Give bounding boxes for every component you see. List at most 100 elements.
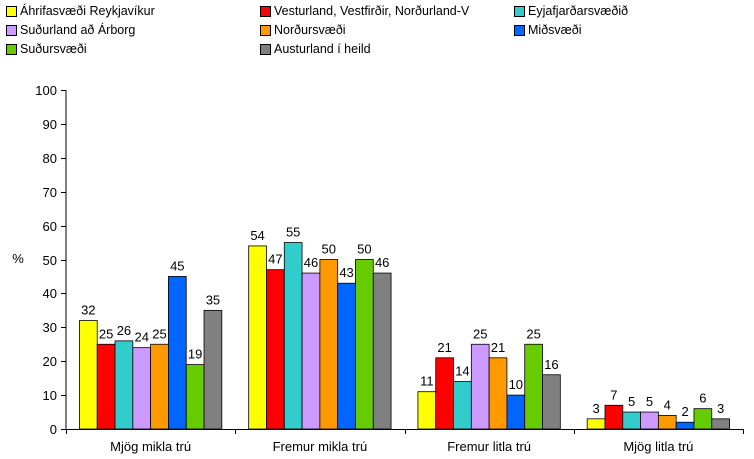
y-tick-label: 70 [43,185,57,200]
data-label: 10 [509,377,523,392]
data-label: 25 [99,326,113,341]
y-tick-label: 10 [43,388,57,403]
legend-item: Suðursvæði [6,42,87,56]
data-label: 26 [117,323,131,338]
data-label: 16 [544,357,558,372]
bar [319,259,339,430]
legend-item: Austurland í heild [260,42,371,56]
bar [132,347,152,430]
data-label: 25 [152,326,166,341]
data-label: 25 [473,326,487,341]
legend-label: Vesturland, Vestfirðir, Norðurland-V [274,4,470,18]
data-label: 47 [268,252,282,267]
y-tick-label: 50 [43,253,57,268]
bar [417,391,437,430]
data-label: 43 [339,265,353,280]
bar [675,421,695,430]
bar [586,418,606,430]
data-label: 21 [437,340,451,355]
legend-item: Eyjafjarðarsvæðið [514,4,628,18]
data-label: 35 [206,292,220,307]
data-label: 5 [646,394,653,409]
data-label: 2 [681,404,688,419]
legend-label: Miðsvæði [528,23,582,37]
y-tick-label: 40 [43,286,57,301]
bar [203,309,223,430]
data-label: 21 [491,340,505,355]
bar [185,364,205,430]
x-tick-label: Fremur litla trú [447,439,531,454]
bar [150,343,169,430]
bar [604,404,624,430]
legend-swatch [6,24,17,36]
bar [640,411,659,430]
y-tick-label: 100 [35,83,57,98]
bar [114,340,134,430]
x-tick-label: Mjög mikla trú [110,439,191,454]
legend-swatch [260,24,271,36]
data-label: 45 [170,258,184,273]
legend-label: Suðurland að Árborg [20,23,136,37]
y-tick-label: 20 [43,354,57,369]
legend-label: Suðursvæði [20,42,87,56]
bar [372,272,392,430]
data-label: 5 [628,394,635,409]
y-tick-label: 0 [50,422,57,437]
bar [301,272,321,430]
bar [470,343,490,430]
y-tick-label: 90 [43,117,57,132]
data-label: 14 [455,364,469,379]
y-axis-label: % [12,251,24,266]
legend-swatch [514,5,525,17]
bar [622,411,641,430]
bar [337,282,356,430]
x-tick-label: Mjög litla trú [623,439,693,454]
bar [453,381,472,430]
legend-item: Vesturland, Vestfirðir, Norðurland-V [260,4,469,18]
legend-item: Áhrifasvæði Reykjavíkur [6,4,155,18]
legend-item: Norðursvæði [260,23,346,37]
data-label: 50 [357,242,371,257]
bar [79,320,98,430]
chart-legend: Áhrifasvæði Reykjavíkur Vesturland, Vestf… [0,0,754,70]
data-label: 4 [664,397,671,412]
bar [711,418,730,430]
bar [506,394,526,430]
data-label: 50 [322,242,336,257]
bar [355,259,374,430]
bar [266,269,285,430]
legend-label: Áhrifasvæði Reykjavíkur [20,4,155,18]
x-tick-label: Fremur mikla trú [273,439,368,454]
bar [542,374,561,430]
bar [435,357,454,430]
legend-swatch [260,5,271,17]
data-label: 46 [304,255,318,270]
bar [248,245,267,430]
legend-item: Suðurland að Árborg [6,23,135,37]
legend-swatch [514,24,525,36]
legend-swatch [6,43,17,55]
data-label: 3 [717,401,724,416]
bar [168,276,187,430]
bar [693,408,713,430]
bar [524,343,543,430]
data-label: 24 [134,330,148,345]
legend-label: Norðursvæði [274,23,346,37]
data-label: 55 [286,225,300,240]
y-tick-label: 80 [43,151,57,166]
data-label: 32 [81,303,95,318]
legend-item: Miðsvæði [514,23,582,37]
bar [657,415,677,430]
legend-swatch [260,43,271,55]
legend-label: Austurland í heild [274,42,371,56]
legend-label: Eyjafjarðarsvæðið [528,4,629,18]
bar [488,357,508,430]
data-label: 54 [250,228,264,243]
data-label: 3 [592,401,599,416]
data-label: 46 [375,255,389,270]
data-label: 25 [526,326,540,341]
data-label: 19 [188,347,202,362]
data-label: 7 [610,387,617,402]
y-tick-label: 60 [43,219,57,234]
